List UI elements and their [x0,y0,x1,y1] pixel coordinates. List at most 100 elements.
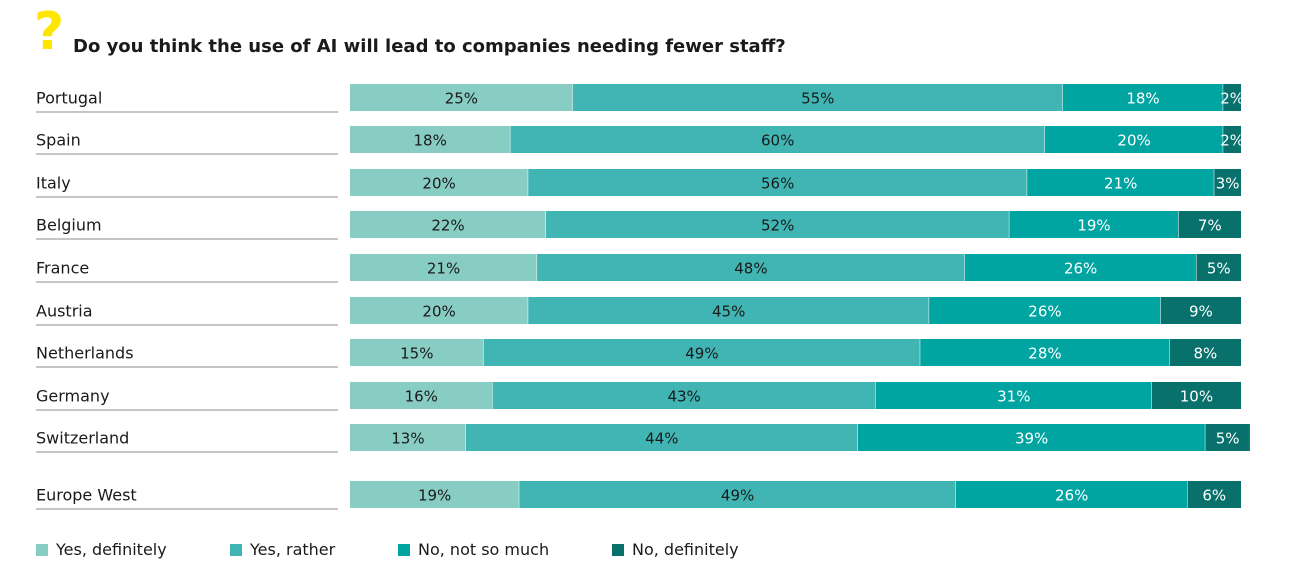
data-label: 20% [422,175,455,193]
data-label: 10% [1180,388,1213,406]
data-label: 28% [1028,345,1061,363]
data-label: 2% [1220,132,1244,150]
data-label: 18% [414,132,447,150]
category-label: Belgium [36,216,102,235]
data-label: 49% [721,487,754,505]
data-label: 5% [1216,430,1240,448]
legend-label: No, not so much [418,540,550,559]
bar-row-france: France 21% 48% 26% 5% [36,254,1241,283]
legend-swatch [398,543,410,556]
bar-segment-no-definitely [1151,382,1241,409]
bar-segment-yes-definitely [350,481,520,508]
bar-row-netherlands: Netherlands 15% 49% 28% 8% [36,339,1241,368]
bar-row-portugal: Portugal 25% 55% 18% 2% [36,84,1244,113]
data-label: 13% [391,430,424,448]
data-label: 18% [1126,90,1159,108]
data-label: 56% [761,175,794,193]
bar-segment-yes-definitely [350,211,547,238]
data-label: 43% [667,388,700,406]
bar-segment-no-definitely [1196,254,1241,281]
category-label: Austria [36,302,93,321]
data-label: 3% [1216,175,1240,193]
legend-item-yes-definitely: Yes, definitely [36,540,167,559]
data-label: 26% [1055,487,1088,505]
data-label: 5% [1207,260,1231,278]
data-label: 16% [405,388,438,406]
bar-row-spain: Spain 18% 60% 20% 2% [36,126,1244,155]
bar-segment-no-not-so-much [857,424,1206,451]
category-label: France [36,259,89,278]
legend-label: Yes, rather [250,540,336,559]
bar-row-switzerland: Switzerland 13% 44% 39% 5% [36,424,1250,453]
bar-segment-yes-definitely [350,84,573,111]
legend-swatch [612,543,624,556]
bar-segment-yes-definitely [350,339,484,366]
data-label: 19% [1077,217,1110,235]
category-label: Netherlands [36,344,134,363]
data-label: 2% [1220,90,1244,108]
bar-segment-no-not-so-much [1044,126,1224,153]
bar-row-germany: Germany 16% 43% 31% 10% [36,382,1241,411]
data-label: 21% [427,260,460,278]
bar-row-italy: Italy 20% 56% 21% 3% [36,169,1241,198]
bar-segment-no-definitely [1169,339,1241,366]
data-label: 8% [1193,345,1217,363]
data-label: 60% [761,132,794,150]
data-label: 15% [400,345,433,363]
category-label: Germany [36,387,110,406]
bar-segment-yes-definitely [350,297,529,324]
bar-row-austria: Austria 20% 45% 26% 9% [36,297,1241,326]
bar-segment-no-not-so-much [1009,211,1179,238]
bar-segment-yes-rather [492,382,876,409]
bar-segment-yes-definitely [350,126,511,153]
data-label: 26% [1028,303,1061,321]
bar-segment-no-definitely [1223,126,1241,153]
bar-segment-yes-definitely [350,169,529,196]
category-label: Switzerland [36,429,129,448]
bar-segment-no-not-so-much [920,339,1170,366]
data-label: 31% [997,388,1030,406]
data-label: 20% [422,303,455,321]
bar-row-belgium: Belgium 22% 52% 19% 7% [36,211,1241,240]
legend-label: Yes, definitely [56,540,167,559]
bar-segment-no-definitely [1214,169,1241,196]
legend-label: No, definitely [632,540,739,559]
data-label: 48% [734,260,767,278]
question-mark-icon: ? [34,2,65,62]
data-label: 55% [801,90,834,108]
data-label: 45% [712,303,745,321]
legend-swatch [36,543,48,556]
category-label: Europe West [36,486,137,505]
legend-swatch [230,543,242,556]
data-label: 7% [1198,217,1222,235]
bar-segment-no-not-so-much [1062,84,1224,111]
bar-row-europe-west: Europe West 19% 49% 26% 6% [36,481,1241,510]
bar-segment-no-definitely [1205,424,1250,451]
legend-item-no-not-so-much: No, not so much [398,540,549,559]
bar-segment-no-not-so-much [964,254,1197,281]
bar-segment-yes-rather [528,297,930,324]
bar-segment-yes-rather [546,211,1010,238]
bar-segment-yes-rather [465,424,858,451]
bar-segment-no-definitely [1160,297,1241,324]
bar-segment-no-definitely [1223,84,1241,111]
category-label: Spain [36,131,81,150]
data-label: 19% [418,487,451,505]
bar-segment-yes-definitely [350,424,466,451]
bar-segment-no-not-so-much [955,481,1188,508]
bar-segment-no-definitely [1178,211,1241,238]
data-label: 26% [1064,260,1097,278]
bar-segment-yes-definitely [350,254,538,281]
bar-segment-yes-definitely [350,382,493,409]
data-label: 39% [1015,430,1048,448]
legend-item-no-definitely: No, definitely [612,540,739,559]
bar-segment-yes-rather [528,169,1028,196]
data-label: 6% [1202,487,1226,505]
bar-segment-no-not-so-much [929,297,1161,324]
data-label: 22% [431,217,464,235]
category-label: Portugal [36,89,102,108]
bar-segment-no-not-so-much [875,382,1152,409]
bar-segment-yes-rather [572,84,1063,111]
data-label: 25% [445,90,478,108]
